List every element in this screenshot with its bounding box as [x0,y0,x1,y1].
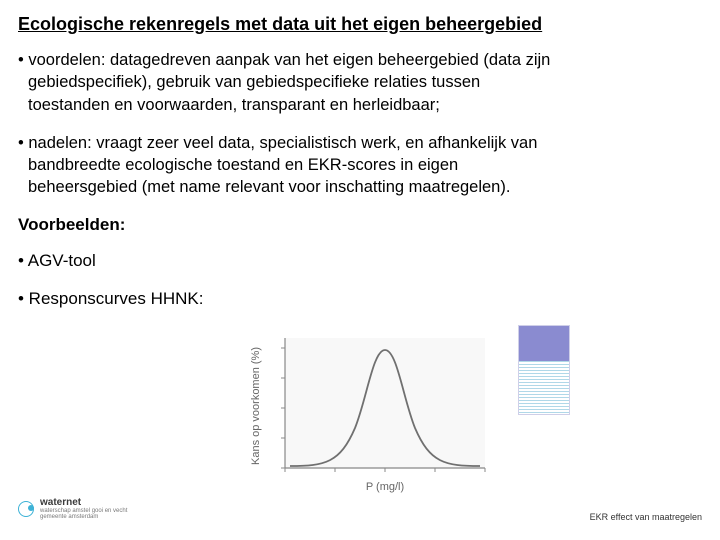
legend-swatch-bottom [519,361,569,414]
legend-swatch-top [519,326,569,361]
waternet-logo-icon [18,501,34,517]
examples-heading: Voorbeelden: [18,215,702,235]
footer-caption: EKR effect van maatregelen [590,512,702,522]
example-agv: • AGV-tool [18,251,702,271]
bullet-text: toestanden en voorwaarden, transparant e… [18,94,702,116]
bullet-text: beheersgebied (met name relevant voor in… [18,176,702,198]
logo-subline: gemeente amsterdam [40,514,127,520]
bell-curve-svg: Kans op voorkomen (%) P (mg/l) [245,328,505,498]
example-hhnk: • Responscurves HHNK: [18,289,702,309]
bullet-text: • nadelen: vraagt zeer veel data, specia… [18,134,537,152]
bullet-voordelen: • voordelen: datagedreven aanpak van het… [18,49,702,116]
bullet-text: • voordelen: datagedreven aanpak van het… [18,51,550,69]
logo-text-block: waternet waterschap amstel gooi en vecht… [40,498,127,520]
bullet-nadelen: • nadelen: vraagt zeer veel data, specia… [18,132,702,199]
slide-container: Ecologische rekenregels met data uit het… [0,0,720,540]
logo-brand: waternet [40,498,127,508]
chart-ylabel: Kans op voorkomen (%) [250,347,262,465]
chart-xlabel: P (mg/l) [366,481,404,493]
response-curve-chart: Kans op voorkomen (%) P (mg/l) [245,328,505,498]
chart-legend-box [518,325,570,415]
slide-title: Ecologische rekenregels met data uit het… [18,14,702,35]
bullet-text: gebiedspecifiek), gebruik van gebiedspec… [18,71,702,93]
bullet-text: bandbreedte ecologische toestand en EKR-… [18,154,702,176]
footer-logo: waternet waterschap amstel gooi en vecht… [18,498,127,520]
